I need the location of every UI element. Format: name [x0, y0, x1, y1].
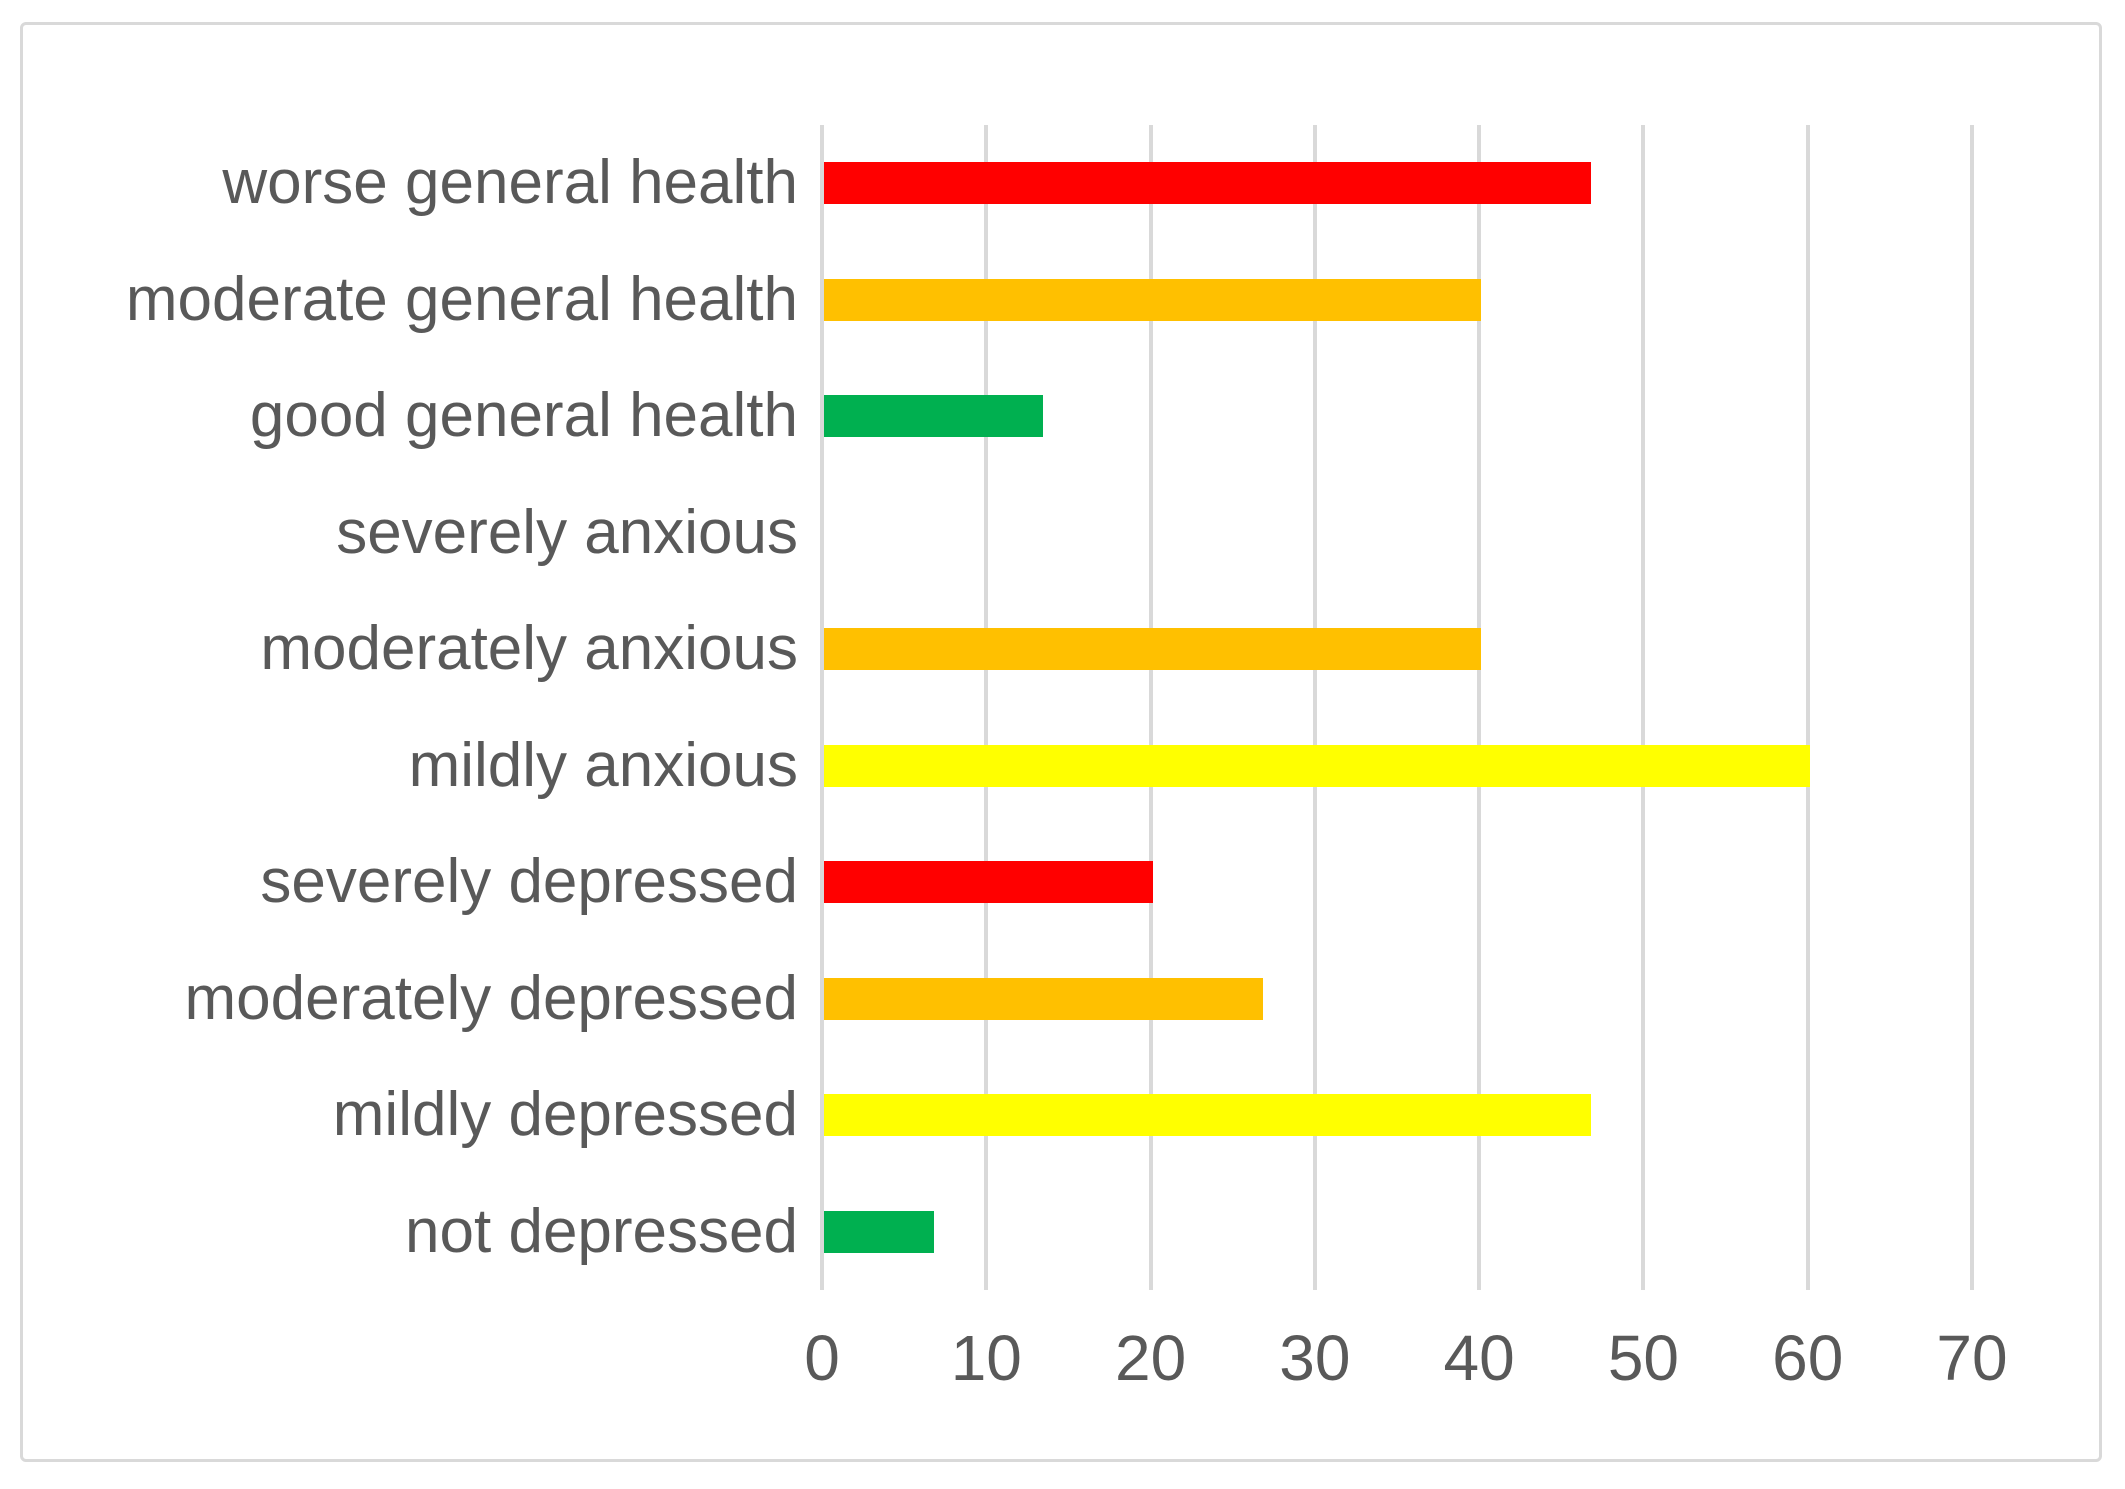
x-tick-label-60: 60: [1772, 1322, 1844, 1394]
x-tick-label-40: 40: [1443, 1322, 1515, 1394]
gridline-x-70: [1970, 125, 1974, 1290]
x-tick-label-20: 20: [1114, 1322, 1187, 1394]
category-label-mildly-depressed: mildly depressed: [332, 1080, 798, 1149]
category-label-severely-depressed: severely depressed: [260, 847, 798, 916]
category-label-moderately-depressed: moderately depressed: [184, 963, 798, 1033]
value-axis: 0 10 20 30 40 50 60 70: [3, 1318, 2125, 1408]
chart-frame: worse general health moderate general hea…: [20, 22, 2102, 1462]
bar-good-general-health: [824, 395, 1043, 438]
gridline-x-10: [984, 125, 989, 1290]
bar-worse-general-health: [824, 162, 1592, 205]
x-tick-label-70: 70: [1936, 1322, 2008, 1394]
category-axis: worse general health moderate general hea…: [43, 125, 798, 1290]
bar-mildly-depressed: [824, 1094, 1592, 1137]
plot-area: [820, 125, 1974, 1290]
bar-moderately-depressed: [824, 977, 1263, 1020]
bar-not-depressed: [824, 1210, 935, 1253]
bar-severely-depressed: [824, 861, 1153, 904]
category-label-good-general-health: good general health: [249, 381, 798, 450]
gridline-x-0: [820, 125, 824, 1290]
category-label-severely-anxious: severely anxious: [336, 497, 798, 567]
gridline-x-60: [1805, 125, 1810, 1290]
bar-moderate-general-health: [824, 278, 1482, 321]
x-tick-label-10: 10: [950, 1322, 1022, 1394]
category-label-mildly-anxious: mildly anxious: [408, 730, 798, 800]
category-label-moderate-general-health: moderate general health: [125, 264, 798, 334]
x-tick-label-50: 50: [1607, 1322, 1680, 1394]
gridline-x-30: [1312, 125, 1317, 1290]
category-label-worse-general-health: worse general health: [222, 148, 798, 217]
x-tick-label-30: 30: [1279, 1322, 1351, 1394]
x-tick-label-0: 0: [804, 1322, 840, 1394]
gridline-x-50: [1641, 125, 1646, 1290]
category-label-moderately-anxious: moderately anxious: [260, 614, 798, 683]
bar-moderately-anxious: [824, 628, 1482, 671]
gridline-x-20: [1148, 125, 1153, 1290]
bar-mildly-anxious: [824, 744, 1810, 787]
gridline-x-40: [1477, 125, 1482, 1290]
category-label-not-depressed: not depressed: [405, 1196, 798, 1266]
